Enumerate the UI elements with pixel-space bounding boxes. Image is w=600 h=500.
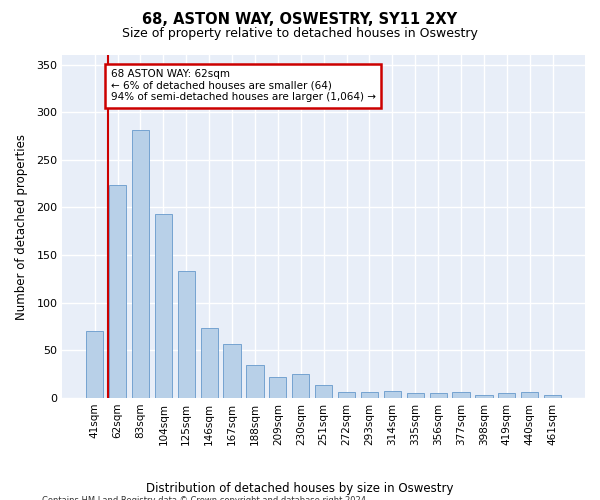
Text: Size of property relative to detached houses in Oswestry: Size of property relative to detached ho… <box>122 28 478 40</box>
Text: 68, ASTON WAY, OSWESTRY, SY11 2XY: 68, ASTON WAY, OSWESTRY, SY11 2XY <box>142 12 458 28</box>
Bar <box>200 328 218 398</box>
Text: 68 ASTON WAY: 62sqm
← 6% of detached houses are smaller (64)
94% of semi-detache: 68 ASTON WAY: 62sqm ← 6% of detached hou… <box>110 70 376 102</box>
Bar <box>247 364 263 398</box>
Y-axis label: Number of detached properties: Number of detached properties <box>15 134 28 320</box>
Bar <box>292 374 310 398</box>
Bar <box>155 214 172 398</box>
Text: Distribution of detached houses by size in Oswestry: Distribution of detached houses by size … <box>146 482 454 495</box>
Bar <box>430 393 447 398</box>
Bar <box>223 344 241 398</box>
Bar <box>361 392 378 398</box>
Text: Contains HM Land Registry data © Crown copyright and database right 2024.
Contai: Contains HM Land Registry data © Crown c… <box>42 496 407 500</box>
Bar <box>407 393 424 398</box>
Bar <box>338 392 355 398</box>
Bar <box>315 384 332 398</box>
Bar <box>132 130 149 398</box>
Bar <box>109 184 126 398</box>
Bar <box>269 377 286 398</box>
Bar <box>498 393 515 398</box>
Bar <box>384 392 401 398</box>
Bar <box>521 392 538 398</box>
Bar <box>475 395 493 398</box>
Bar <box>178 272 195 398</box>
Bar <box>544 395 561 398</box>
Bar <box>86 332 103 398</box>
Bar <box>452 392 470 398</box>
